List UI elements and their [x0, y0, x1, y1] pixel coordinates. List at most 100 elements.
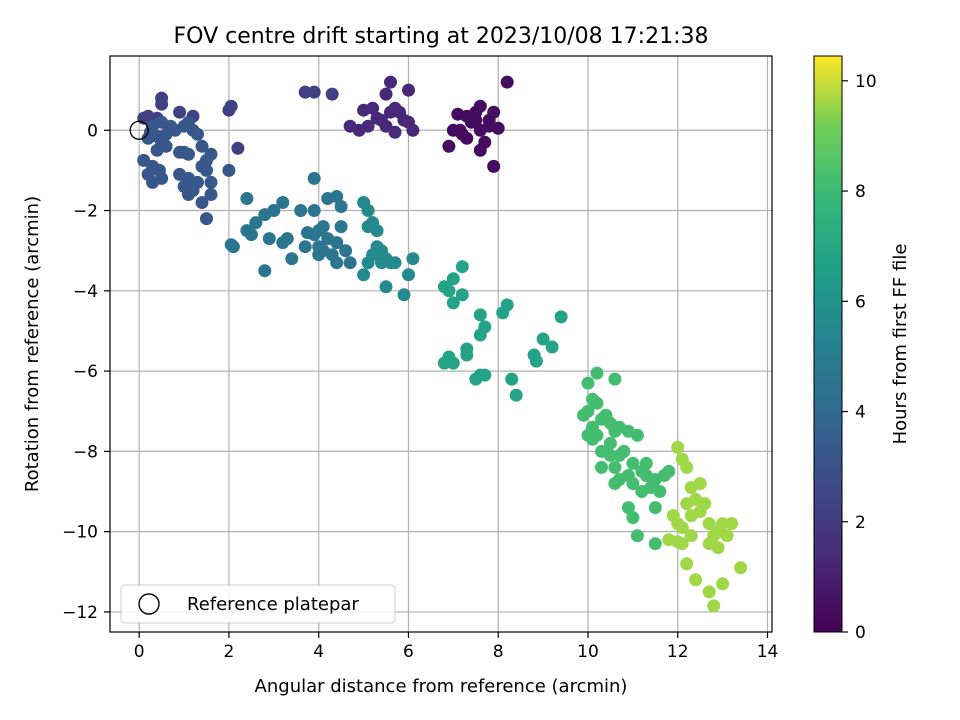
data-point	[446, 296, 460, 310]
data-point	[500, 298, 514, 312]
data-point	[195, 139, 209, 153]
data-point	[608, 372, 622, 386]
y-tick-label: −8	[73, 442, 98, 462]
data-point	[393, 105, 406, 119]
data-point	[734, 561, 748, 575]
data-point	[402, 83, 415, 97]
data-point	[590, 396, 604, 410]
x-tick-label: 14	[757, 642, 779, 662]
data-point	[595, 460, 608, 474]
data-point	[406, 123, 420, 137]
data-point	[693, 477, 707, 490]
data-point	[586, 432, 599, 446]
legend-box	[120, 584, 396, 624]
data-point	[267, 204, 281, 217]
colorbar-tick-label: 8	[855, 182, 866, 202]
data-point	[469, 113, 483, 127]
data-point	[491, 121, 505, 135]
data-point	[307, 204, 321, 217]
data-point	[711, 541, 725, 555]
data-point	[478, 368, 492, 382]
data-point	[487, 159, 501, 173]
x-tick-label: 10	[577, 642, 599, 662]
data-point	[343, 256, 357, 270]
data-point	[191, 127, 204, 141]
data-point	[384, 75, 397, 89]
data-point	[707, 599, 721, 613]
data-point	[276, 196, 290, 209]
data-point	[554, 310, 568, 324]
colorbar-label: Hours from first FF file	[890, 244, 911, 445]
colorbar-tick-label: 10	[855, 72, 877, 92]
data-point	[666, 509, 680, 523]
data-point	[222, 163, 236, 177]
data-point	[500, 75, 514, 89]
data-point	[630, 529, 644, 543]
colorbar-ticks: 0 2 4 6 8 10	[842, 72, 877, 643]
data-point	[455, 288, 469, 302]
data-point	[316, 220, 330, 234]
data-point	[590, 366, 604, 380]
plot-frame	[109, 55, 773, 633]
data-point	[195, 159, 209, 173]
reference-platepar-marker	[129, 120, 149, 140]
data-point	[406, 252, 420, 266]
x-axis-label: Angular distance from reference (arcmin)	[255, 676, 628, 697]
data-point	[204, 188, 218, 201]
legend-entry-label: Reference platepar	[187, 594, 359, 615]
data-point	[159, 139, 173, 153]
x-tick-label: 8	[493, 642, 504, 662]
data-point	[339, 244, 353, 258]
colorbar-tick-label: 6	[855, 292, 866, 312]
data-point	[536, 332, 550, 346]
data-point	[581, 404, 595, 418]
data-point	[191, 175, 204, 189]
data-point	[662, 464, 676, 478]
data-point	[442, 139, 456, 153]
data-point	[366, 101, 380, 115]
data-point	[473, 308, 487, 322]
data-point	[334, 200, 348, 213]
data-point	[675, 521, 689, 535]
data-point	[446, 272, 460, 286]
data-point	[630, 428, 644, 442]
x-tick-label: 4	[313, 642, 324, 662]
data-point	[505, 372, 519, 386]
data-point	[240, 192, 254, 205]
data-point	[460, 342, 474, 356]
chart-title: FOV centre drift starting at 2023/10/08 …	[174, 24, 709, 49]
data-point	[182, 147, 195, 161]
data-point	[370, 224, 384, 238]
data-point	[298, 240, 312, 254]
data-point	[621, 501, 635, 515]
data-point	[608, 477, 622, 490]
data-point	[280, 232, 294, 246]
data-point	[195, 196, 209, 209]
x-tick-label: 2	[224, 642, 235, 662]
x-axis-ticks: 0 2 4 6 8 10 12 14	[134, 632, 779, 662]
data-point	[680, 460, 694, 474]
data-point	[330, 236, 344, 250]
data-point	[680, 557, 694, 571]
data-point	[702, 585, 716, 599]
data-point	[294, 204, 308, 217]
data-point	[509, 388, 523, 402]
data-point	[204, 175, 218, 189]
data-point	[298, 85, 312, 99]
y-tick-label: −4	[73, 282, 98, 302]
data-point	[626, 456, 640, 470]
data-point	[603, 436, 617, 450]
reference-marker-layer	[129, 120, 149, 140]
data-point	[334, 220, 348, 234]
y-tick-label: −12	[62, 603, 98, 623]
colorbar-tick-label: 2	[855, 513, 866, 533]
colorbar-tick-label: 4	[855, 403, 866, 423]
data-point	[379, 87, 393, 101]
data-point	[545, 340, 559, 354]
scatter-points	[137, 75, 748, 613]
data-point	[482, 113, 496, 127]
data-point	[224, 238, 238, 252]
data-point	[626, 477, 640, 490]
legend-reference-marker	[138, 593, 160, 615]
data-point	[716, 577, 730, 591]
